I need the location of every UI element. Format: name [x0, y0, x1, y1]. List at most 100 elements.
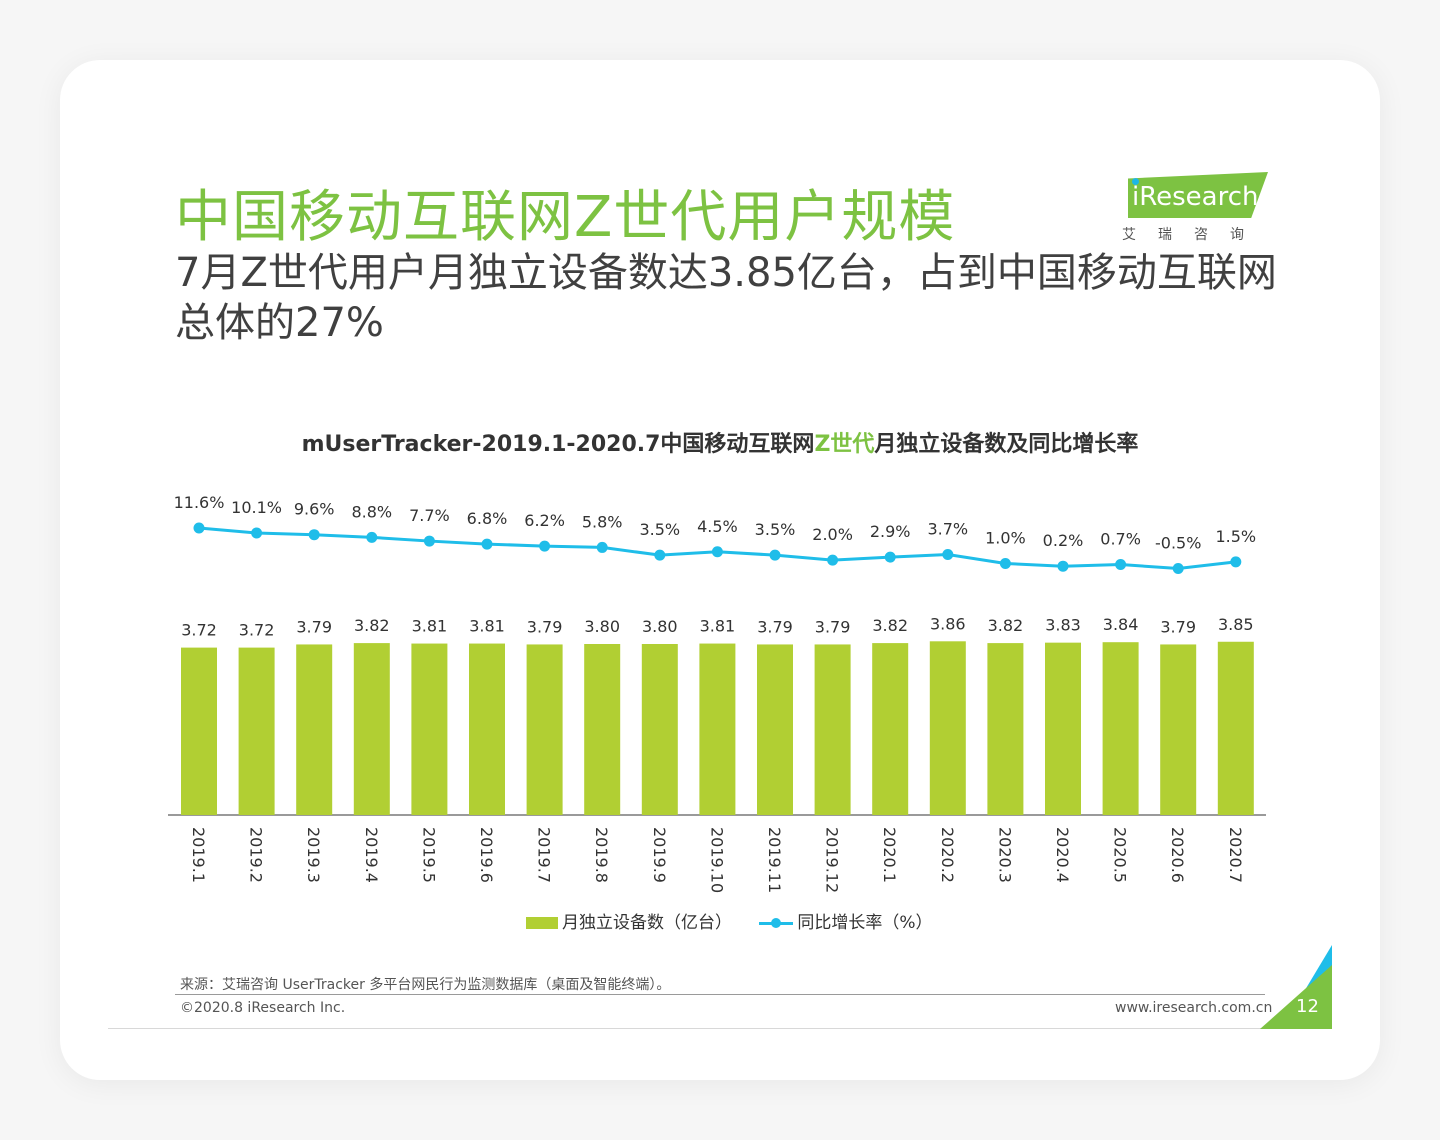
growth-rate-label: 3.5% — [755, 520, 796, 539]
legend-bar-label: 月独立设备数（亿台） — [562, 913, 732, 933]
x-tick-label: 2020.6 — [1168, 827, 1187, 883]
x-tick-label: 2019.4 — [362, 827, 381, 883]
bar-2019.8 — [584, 644, 621, 815]
logo-word: Research — [1139, 182, 1259, 212]
bar-value-label: 3.72 — [239, 621, 275, 640]
growth-rate-label: 4.5% — [697, 517, 738, 536]
x-tick-label: 2019.8 — [592, 827, 611, 883]
x-tick-label: 2020.4 — [1053, 827, 1072, 883]
slide-card: 中国移动互联网Z世代用户规模 7月Z世代用户月独立设备数达3.85亿台，占到中国… — [60, 60, 1380, 1080]
logo-banner: iResearch — [1128, 172, 1268, 218]
bar-2020.6 — [1160, 644, 1197, 815]
growth-rate-point — [251, 527, 263, 539]
x-tick-label: 2020.7 — [1226, 827, 1245, 883]
legend-item-bar: 月独立设备数（亿台） — [526, 908, 732, 933]
growth-rate-point — [1172, 563, 1184, 575]
growth-rate-point — [539, 540, 551, 552]
x-tick-label: 2019.11 — [765, 827, 784, 893]
bottom-divider — [108, 1028, 1323, 1029]
x-tick-label: 2019.2 — [247, 827, 266, 883]
growth-rate-label: 3.5% — [639, 520, 680, 539]
bar-2019.12 — [814, 644, 851, 815]
bar-2020.3 — [987, 643, 1024, 815]
growth-rate-point — [193, 522, 205, 534]
bar-value-label: 3.72 — [181, 621, 217, 640]
growth-rate-point — [884, 551, 896, 563]
footer-divider — [175, 994, 1265, 995]
growth-rate-point — [711, 546, 723, 558]
growth-rate-label: 0.7% — [1100, 530, 1141, 549]
bar-value-label: 3.85 — [1218, 615, 1254, 634]
growth-rate-label: 5.8% — [582, 512, 623, 531]
growth-rate-label: 6.8% — [467, 509, 508, 528]
bar-value-label: 3.81 — [469, 617, 505, 636]
bar-2019.3 — [296, 644, 333, 815]
bar-2019.6 — [469, 643, 505, 815]
x-tick-label: 2020.2 — [938, 827, 957, 883]
x-tick-label: 2020.5 — [1111, 827, 1130, 883]
legend-item-line: 同比增长率（%） — [759, 908, 933, 933]
x-tick-label: 2019.1 — [189, 827, 208, 883]
x-tick-label: 2019.5 — [419, 827, 438, 883]
bar-value-label: 3.79 — [296, 617, 332, 636]
growth-rate-point — [423, 535, 435, 547]
bar-value-label: 3.79 — [527, 617, 563, 636]
growth-rate-label: 10.1% — [231, 498, 282, 517]
x-tick-label: 2019.10 — [707, 827, 726, 893]
bar-2020.1 — [872, 643, 909, 815]
growth-rate-point — [999, 558, 1011, 570]
chart-plot: 3.72 2019.1 3.72 2019.2 3.79 2019.3 3.82 2019.4… — [168, 493, 1266, 893]
bar-value-label: 3.80 — [642, 617, 678, 636]
bar-2019.7 — [526, 644, 563, 815]
bar-value-label: 3.81 — [700, 617, 736, 636]
growth-rate-label: 7.7% — [409, 506, 450, 525]
growth-rate-label: -0.5% — [1155, 534, 1201, 553]
bar-2019.5 — [411, 643, 448, 815]
bar-value-label: 3.79 — [1160, 617, 1196, 636]
bar-value-label: 3.86 — [930, 614, 966, 633]
bar-2019.11 — [757, 644, 793, 815]
bar-2019.10 — [699, 643, 736, 815]
growth-rate-label: 2.0% — [812, 525, 853, 544]
bar-value-label: 3.79 — [757, 617, 793, 636]
bar-2020.2 — [929, 641, 966, 815]
x-tick-label: 2020.3 — [995, 827, 1014, 883]
logo-text: iResearch — [1132, 182, 1259, 212]
growth-rate-label: 2.9% — [870, 522, 911, 541]
website-link[interactable]: www.iresearch.com.cn — [1115, 1000, 1273, 1016]
growth-rate-label: 1.0% — [985, 529, 1026, 548]
growth-rate-point — [769, 549, 781, 561]
x-tick-label: 2019.9 — [650, 827, 669, 883]
growth-rate-point — [366, 531, 378, 543]
bar-2019.2 — [238, 647, 275, 815]
source-note: 来源：艾瑞咨询 UserTracker 多平台网民行为监测数据库（桌面及智能终端… — [180, 977, 671, 993]
growth-rate-point — [827, 554, 839, 566]
bar-value-label: 3.82 — [354, 616, 390, 635]
logo-subtitle: 艾瑞咨询 — [1122, 227, 1266, 243]
logo-dot-icon — [1132, 178, 1139, 185]
growth-rate-point — [942, 548, 954, 560]
growth-rate-point — [1230, 556, 1242, 568]
bar-value-label: 3.83 — [1045, 616, 1081, 635]
bar-value-label: 3.82 — [988, 616, 1024, 635]
chart-legend: 月独立设备数（亿台） 同比增长率（%） — [526, 908, 955, 933]
x-tick-label: 2019.12 — [823, 827, 842, 893]
slide-subtitle: 7月Z世代用户月独立设备数达3.85亿台，占到中国移动互联网总体的27% — [175, 250, 1277, 346]
growth-rate-label: 11.6% — [174, 493, 225, 512]
x-tick-label: 2019.3 — [304, 827, 323, 883]
growth-rate-point — [596, 541, 608, 553]
iresearch-logo: iResearch 艾瑞咨询 — [1120, 168, 1280, 248]
growth-rate-point — [1115, 559, 1127, 571]
legend-bar-swatch — [526, 917, 558, 929]
bar-value-label: 3.82 — [872, 616, 908, 635]
bar-value-label: 3.80 — [584, 617, 620, 636]
growth-rate-point — [308, 529, 320, 541]
slide-title: 中国移动互联网Z世代用户规模 — [175, 185, 956, 250]
growth-rate-label: 0.2% — [1043, 531, 1084, 550]
bar-value-label: 3.81 — [412, 617, 448, 636]
chart-title-highlight: Z世代 — [814, 432, 875, 457]
x-tick-label: 2019.7 — [535, 827, 554, 883]
growth-rate-label: 6.2% — [524, 511, 565, 530]
copyright-text: ©2020.8 iResearch Inc. — [180, 1000, 346, 1016]
growth-rate-label: 9.6% — [294, 500, 335, 519]
